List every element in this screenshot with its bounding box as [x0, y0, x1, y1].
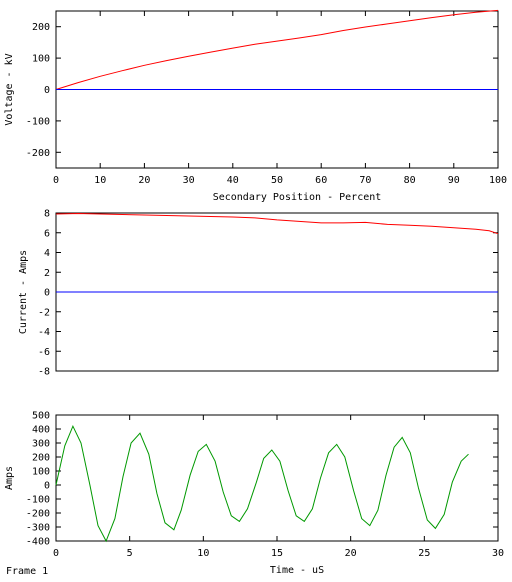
y-tick-label: 0	[44, 288, 50, 299]
series-line-0	[55, 212, 499, 235]
x-tick-label: 10	[197, 548, 209, 559]
series-line-0	[55, 424, 469, 543]
y-tick-label: -100	[26, 495, 50, 506]
y-tick-label: 0	[44, 85, 50, 96]
x-tick-label: 70	[359, 175, 371, 186]
y-tick-label: 400	[32, 425, 50, 436]
y-tick-label: 200	[32, 453, 50, 464]
y-tick-label: 2	[44, 268, 50, 279]
y-tick-label: -200	[26, 509, 50, 520]
frame-label: Frame 1	[6, 566, 48, 577]
x-tick-label: 20	[345, 548, 357, 559]
x-tick-label: 20	[138, 175, 150, 186]
y-tick-label: -200	[26, 148, 50, 159]
x-tick-label: 30	[183, 175, 195, 186]
x-tick-label: 80	[404, 175, 416, 186]
series-line-0	[55, 9, 499, 90]
x-tick-label: 5	[127, 548, 133, 559]
y-tick-label: 100	[32, 467, 50, 478]
x-tick-label: 90	[448, 175, 460, 186]
y-tick-label: 4	[44, 248, 50, 259]
y-tick-label: 500	[32, 411, 50, 422]
primary-current-plot: -400 -300 -200 -100 0 100 200 300 400 500 0 5 10 15 20…	[4, 411, 504, 577]
current-plot: -8 -6 -4 -2 0 2 4 6 8 Current - Amps	[18, 209, 499, 378]
x-axis-label: Time - uS	[270, 565, 324, 576]
y-tick-label: 200	[32, 22, 50, 33]
y-tick-label: -100	[26, 116, 50, 127]
x-tick-label: 0	[53, 548, 59, 559]
x-tick-label: 0	[53, 175, 59, 186]
x-tick-label: 100	[489, 175, 507, 186]
x-tick-label: 60	[315, 175, 327, 186]
y-tick-label: -400	[26, 537, 50, 548]
y-tick-label: -6	[38, 347, 50, 358]
voltage-plot: -200 -100 0 100 200 0 10 20 30 40 50 60 70 80 90 100 Sec…	[4, 9, 507, 203]
x-tick-label: 30	[492, 548, 504, 559]
y-axis-label: Current - Amps	[18, 250, 29, 334]
y-tick-label: 6	[44, 228, 50, 239]
x-axis-label: Secondary Position - Percent	[213, 192, 382, 203]
y-tick-label: 100	[32, 54, 50, 65]
y-tick-label: -8	[38, 367, 50, 378]
y-tick-label: -4	[38, 327, 50, 338]
y-axis-label: Voltage - kV	[4, 53, 15, 125]
y-tick-label: -2	[38, 307, 50, 318]
y-tick-label: -300	[26, 523, 50, 534]
x-tick-label: 10	[94, 175, 106, 186]
y-tick-label: 8	[44, 209, 50, 220]
y-tick-label: 0	[44, 481, 50, 492]
x-tick-label: 25	[418, 548, 430, 559]
x-tick-label: 50	[271, 175, 283, 186]
y-tick-label: 300	[32, 439, 50, 450]
x-tick-label: 40	[227, 175, 239, 186]
y-axis-label: Amps	[4, 466, 15, 490]
x-tick-label: 15	[271, 548, 283, 559]
